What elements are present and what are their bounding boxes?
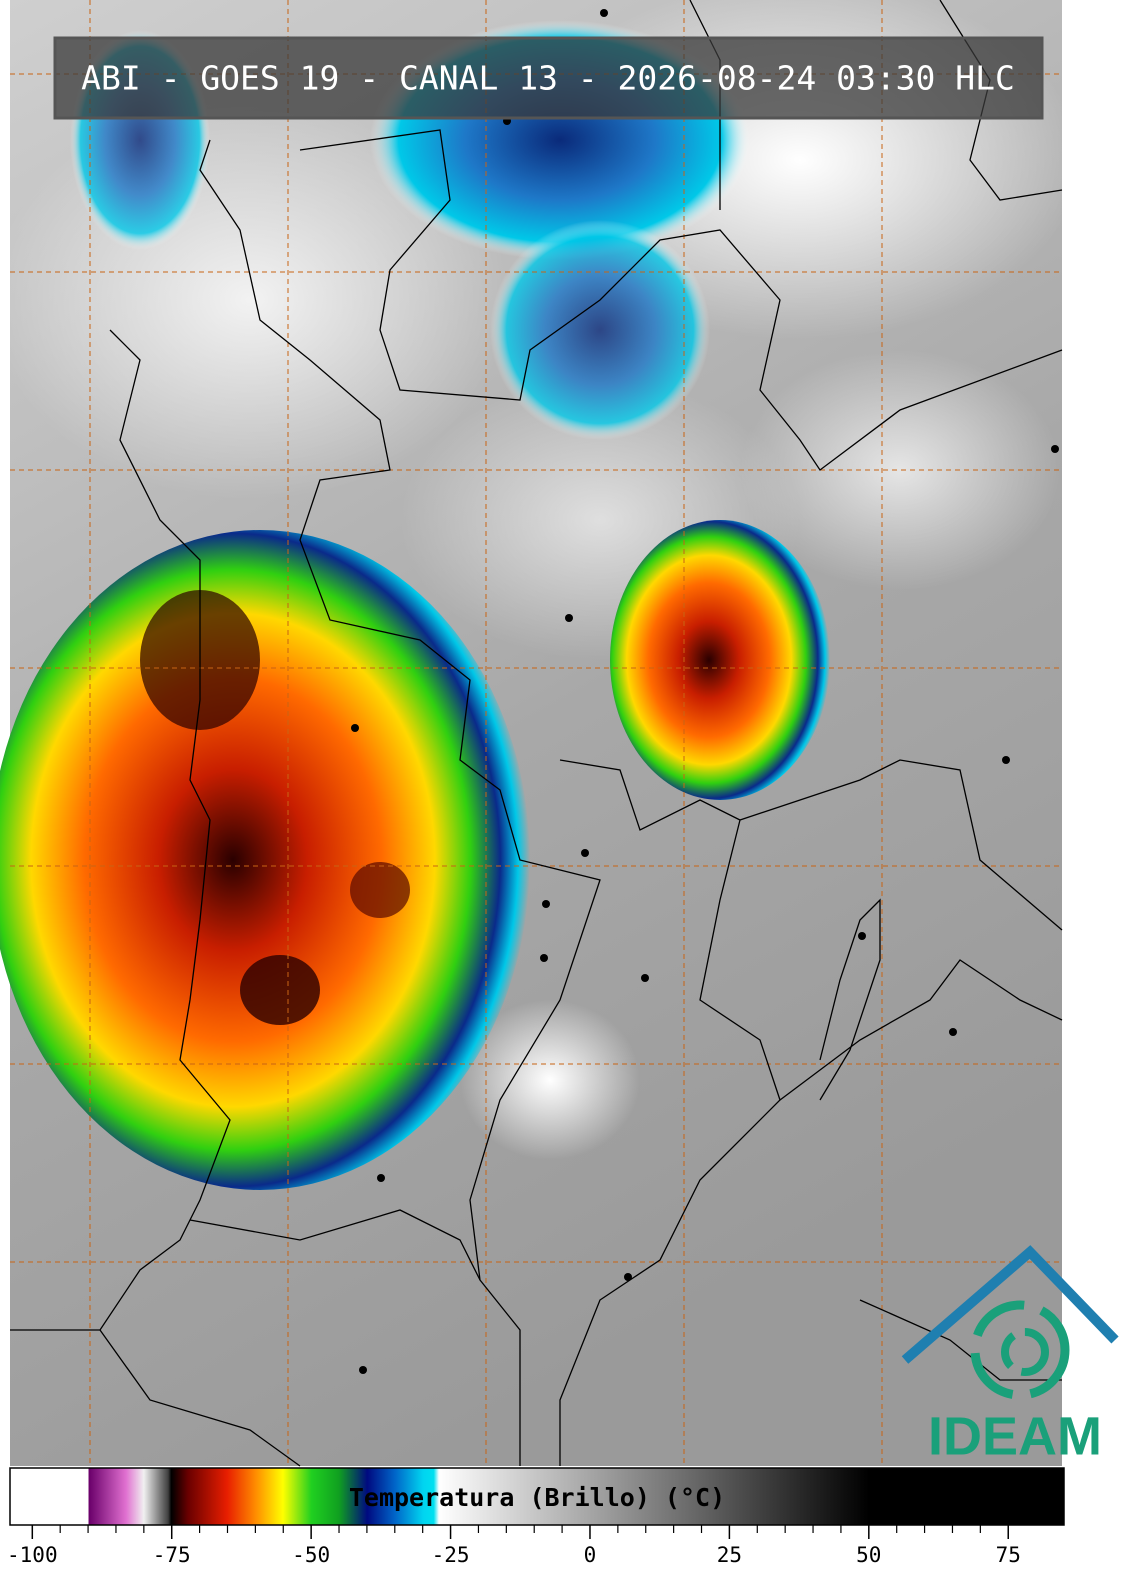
title-box: ABI - GOES 19 - CANAL 13 - 2026-08-24 03… (53, 36, 1044, 120)
logo: IDEAM (901, 1245, 1119, 1466)
tick-label: -25 (432, 1543, 470, 1567)
colorbar: Temperatura (Brillo) (°C) (9, 1467, 1065, 1526)
tick-label: 25 (717, 1543, 742, 1567)
colorbar-label: Temperatura (Brillo) (°C) (349, 1483, 725, 1512)
tick-label: 75 (996, 1543, 1021, 1567)
logo-text: IDEAM (928, 1406, 1102, 1466)
tick-label: -100 (7, 1543, 58, 1567)
tick-label: 0 (584, 1543, 597, 1567)
title: ABI - GOES 19 - CANAL 13 - 2026-08-24 03… (81, 59, 1015, 98)
map (0, 0, 1080, 1467)
tick-label: -50 (292, 1543, 330, 1567)
tick-label: 50 (856, 1543, 881, 1567)
tick-label: -75 (153, 1543, 191, 1567)
